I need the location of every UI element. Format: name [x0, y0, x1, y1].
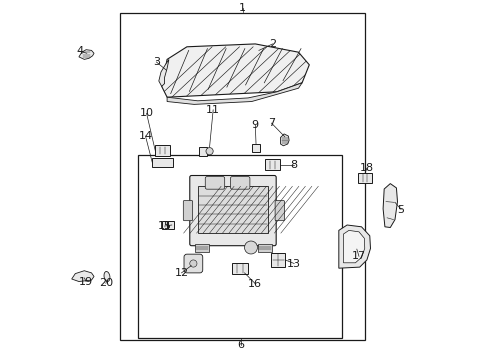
- PathPatch shape: [338, 225, 370, 268]
- Text: 3: 3: [152, 57, 160, 67]
- Text: 18: 18: [359, 163, 373, 173]
- Bar: [199, 147, 207, 156]
- PathPatch shape: [72, 271, 94, 282]
- PathPatch shape: [162, 44, 309, 97]
- PathPatch shape: [159, 59, 168, 86]
- Text: 7: 7: [267, 118, 274, 128]
- FancyBboxPatch shape: [183, 201, 192, 221]
- Bar: [155, 145, 170, 156]
- Text: 5: 5: [397, 204, 404, 215]
- Bar: [168, 221, 174, 229]
- Text: 6: 6: [237, 340, 244, 350]
- Bar: [251, 144, 260, 152]
- Bar: [195, 244, 208, 252]
- Text: 20: 20: [99, 278, 113, 288]
- Circle shape: [244, 241, 257, 254]
- FancyBboxPatch shape: [230, 177, 249, 189]
- PathPatch shape: [382, 184, 397, 228]
- Text: 12: 12: [174, 268, 188, 278]
- PathPatch shape: [79, 50, 94, 59]
- Text: 14: 14: [138, 131, 152, 141]
- Bar: [271, 253, 285, 267]
- Bar: [198, 186, 267, 233]
- PathPatch shape: [343, 230, 364, 263]
- FancyBboxPatch shape: [183, 254, 203, 273]
- Text: 9: 9: [251, 120, 258, 130]
- Bar: [138, 155, 341, 338]
- PathPatch shape: [167, 83, 302, 104]
- Circle shape: [189, 260, 197, 267]
- Text: 8: 8: [290, 160, 297, 170]
- Bar: [258, 244, 271, 252]
- FancyBboxPatch shape: [275, 201, 284, 221]
- Circle shape: [205, 148, 213, 155]
- FancyBboxPatch shape: [189, 176, 276, 246]
- Bar: [265, 159, 279, 170]
- Text: 15: 15: [157, 221, 171, 231]
- PathPatch shape: [280, 134, 288, 146]
- Text: 4: 4: [76, 46, 83, 56]
- Bar: [152, 158, 172, 167]
- Text: 13: 13: [286, 258, 301, 269]
- Bar: [120, 13, 365, 340]
- Text: 11: 11: [206, 105, 220, 115]
- Text: 2: 2: [268, 39, 276, 49]
- Text: 19: 19: [79, 276, 93, 287]
- Bar: [358, 173, 371, 183]
- Ellipse shape: [104, 271, 110, 282]
- Bar: [231, 263, 248, 274]
- Bar: [162, 221, 167, 229]
- Text: 1: 1: [239, 3, 245, 13]
- FancyBboxPatch shape: [205, 177, 224, 189]
- Text: 10: 10: [139, 108, 153, 118]
- Text: 16: 16: [248, 279, 262, 289]
- Text: 17: 17: [351, 251, 366, 261]
